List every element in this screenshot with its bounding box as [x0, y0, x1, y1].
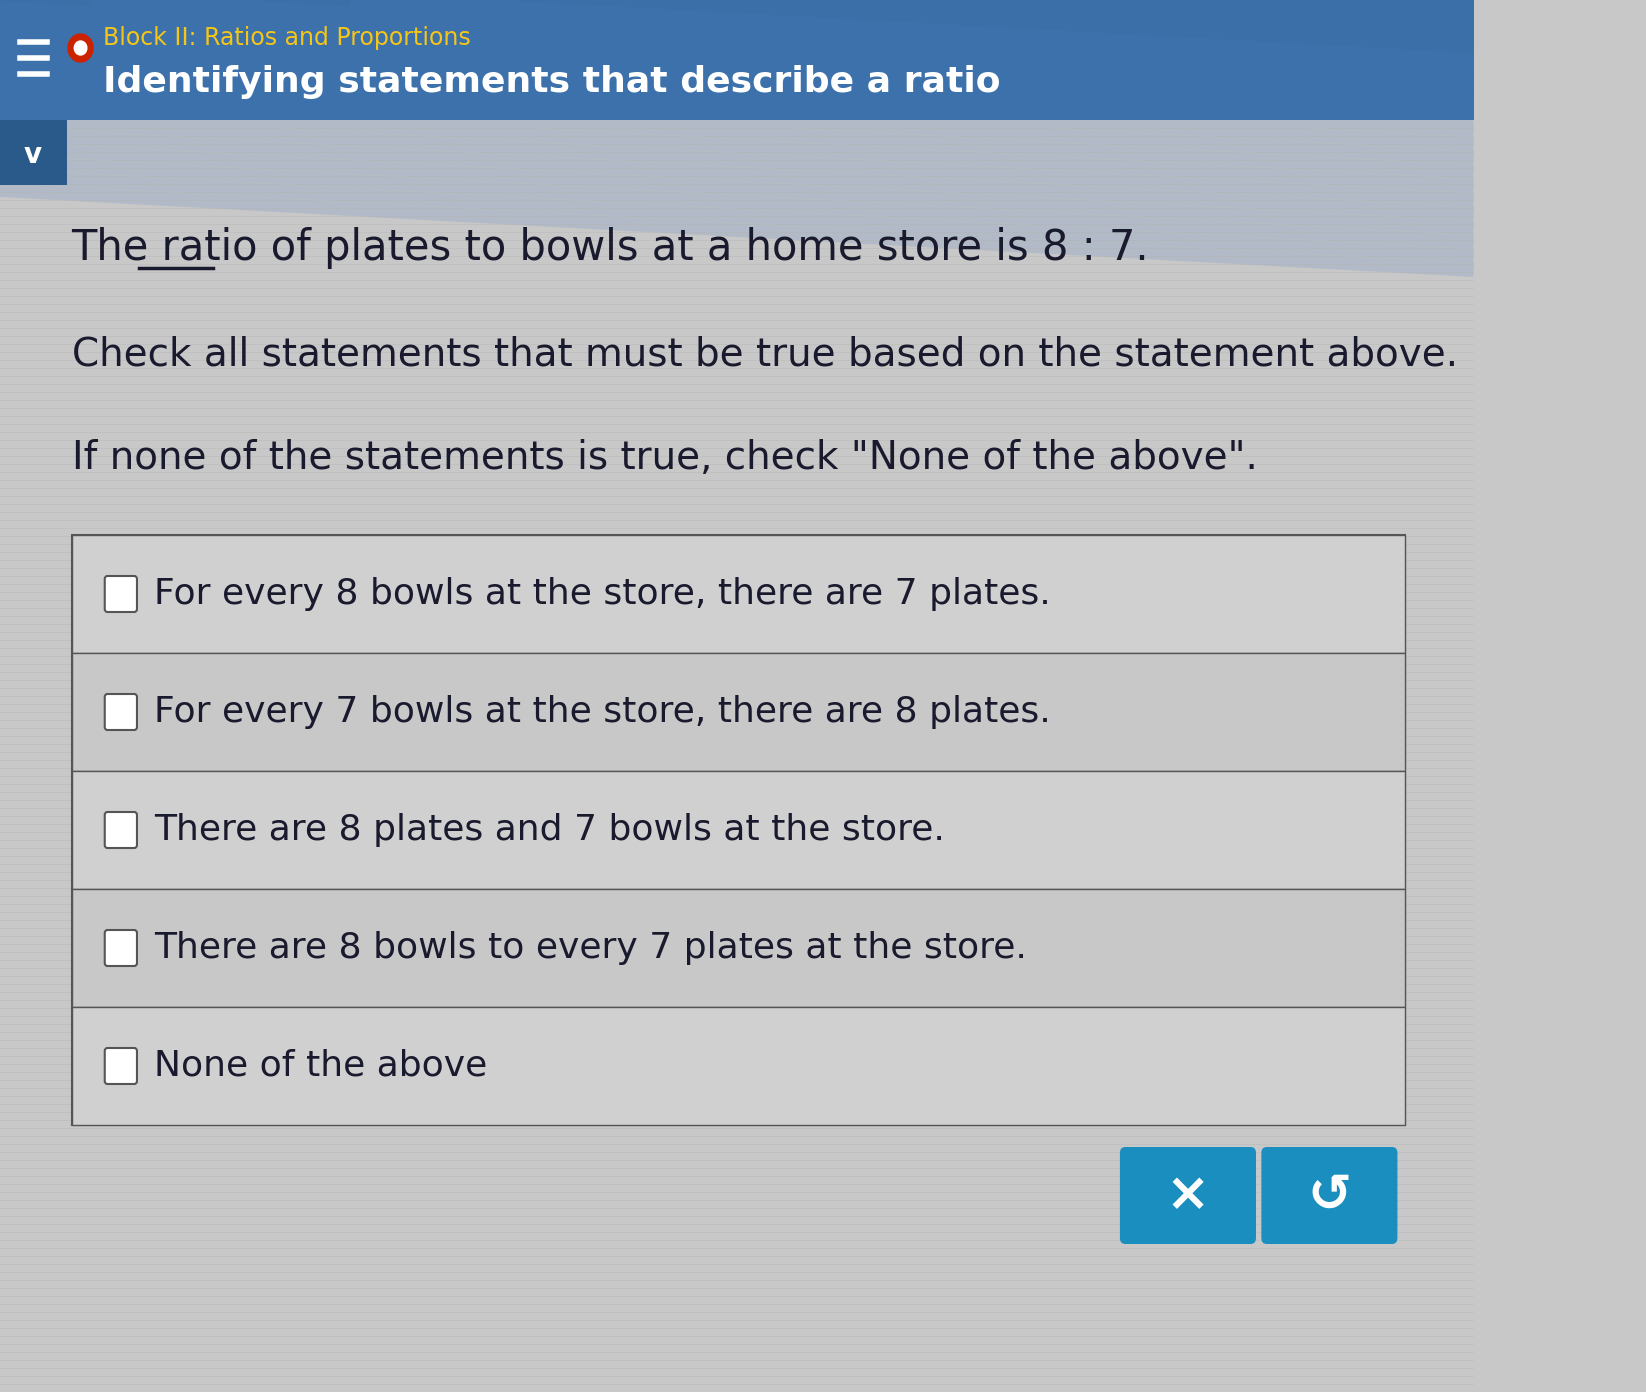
- Circle shape: [67, 33, 94, 63]
- FancyBboxPatch shape: [105, 695, 137, 729]
- FancyBboxPatch shape: [0, 0, 1473, 120]
- FancyBboxPatch shape: [1261, 1147, 1397, 1244]
- Text: The ratio of plates to bowls at a home store is 8 : 7.: The ratio of plates to bowls at a home s…: [72, 227, 1149, 269]
- FancyBboxPatch shape: [72, 889, 1406, 1006]
- Text: v: v: [25, 141, 43, 168]
- FancyBboxPatch shape: [105, 930, 137, 966]
- Text: If none of the statements is true, check "None of the above".: If none of the statements is true, check…: [72, 438, 1258, 477]
- Text: Check all statements that must be true based on the statement above.: Check all statements that must be true b…: [72, 335, 1458, 374]
- FancyBboxPatch shape: [72, 1006, 1406, 1125]
- Circle shape: [74, 40, 87, 56]
- Text: ↺: ↺: [1307, 1169, 1351, 1222]
- FancyBboxPatch shape: [72, 535, 1406, 1125]
- Text: None of the above: None of the above: [155, 1050, 487, 1083]
- Text: For every 8 bowls at the store, there are 7 plates.: For every 8 bowls at the store, there ar…: [155, 578, 1050, 611]
- FancyBboxPatch shape: [72, 535, 1406, 653]
- FancyBboxPatch shape: [1119, 1147, 1256, 1244]
- FancyBboxPatch shape: [0, 120, 1473, 1392]
- Text: ×: ×: [1165, 1169, 1210, 1222]
- FancyBboxPatch shape: [0, 120, 67, 185]
- Text: There are 8 plates and 7 bowls at the store.: There are 8 plates and 7 bowls at the st…: [155, 813, 945, 846]
- FancyBboxPatch shape: [72, 771, 1406, 889]
- Text: Block II: Ratios and Proportions: Block II: Ratios and Proportions: [104, 26, 471, 50]
- Text: For every 7 bowls at the store, there are 8 plates.: For every 7 bowls at the store, there ar…: [155, 695, 1050, 729]
- FancyBboxPatch shape: [105, 1048, 137, 1084]
- Text: There are 8 bowls to every 7 plates at the store.: There are 8 bowls to every 7 plates at t…: [155, 931, 1027, 965]
- FancyBboxPatch shape: [105, 812, 137, 848]
- FancyBboxPatch shape: [72, 653, 1406, 771]
- FancyBboxPatch shape: [105, 576, 137, 612]
- Text: Identifying statements that describe a ratio: Identifying statements that describe a r…: [104, 65, 1001, 99]
